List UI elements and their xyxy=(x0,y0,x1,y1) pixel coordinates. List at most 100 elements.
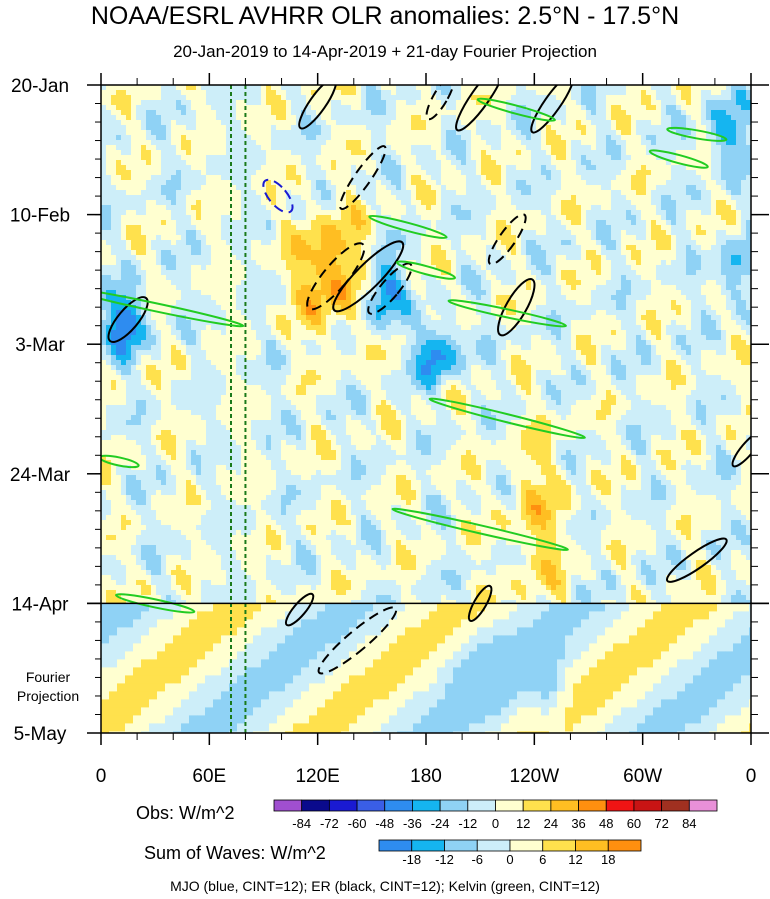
field-cell xyxy=(251,120,257,126)
field-cell xyxy=(616,120,622,126)
field-cell xyxy=(371,210,377,216)
chart-subtitle: 20-Jan-2019 to 14-Apr-2019 + 21-day Four… xyxy=(173,42,597,61)
field-cell xyxy=(466,180,472,186)
field-cell xyxy=(611,230,617,236)
field-cell xyxy=(656,95,662,101)
field-cell xyxy=(166,90,172,96)
field-cell xyxy=(296,245,302,251)
field-cell xyxy=(641,255,647,261)
field-cell xyxy=(101,110,107,116)
field-cell xyxy=(146,160,152,166)
field-cell xyxy=(356,190,362,196)
field-cell xyxy=(331,210,337,216)
field-cell xyxy=(306,210,312,216)
field-cell xyxy=(151,140,157,146)
field-cell xyxy=(726,165,732,171)
field-cell xyxy=(281,260,287,266)
field-cell xyxy=(516,110,522,116)
field-cell xyxy=(251,180,257,186)
field-cell xyxy=(276,275,282,281)
field-cell xyxy=(466,140,472,146)
field-cell xyxy=(466,205,472,211)
field-cell xyxy=(226,265,232,271)
field-cell xyxy=(661,170,667,176)
field-cell xyxy=(241,200,247,206)
field-cell xyxy=(591,240,597,246)
field-cell xyxy=(671,85,677,91)
field-cell xyxy=(276,255,282,261)
field-cell xyxy=(746,100,751,106)
field-cell xyxy=(701,105,707,111)
field-cell xyxy=(101,260,107,266)
field-cell xyxy=(361,120,367,126)
field-cell xyxy=(411,225,417,231)
field-cell xyxy=(331,95,337,101)
field-cell xyxy=(266,235,272,241)
field-cell xyxy=(701,115,707,121)
field-cell xyxy=(406,110,412,116)
field-cell xyxy=(441,130,447,136)
field-cell xyxy=(471,105,477,111)
field-cell xyxy=(611,265,617,271)
field-cell xyxy=(411,255,417,261)
field-cell xyxy=(391,110,397,116)
field-cell xyxy=(156,145,162,151)
field-cell xyxy=(486,190,492,196)
field-cell xyxy=(221,105,227,111)
field-cell xyxy=(631,195,637,201)
field-cell xyxy=(566,265,572,271)
field-cell xyxy=(171,110,177,116)
field-cell xyxy=(151,215,157,221)
field-cell xyxy=(466,150,472,156)
field-cell xyxy=(536,150,542,156)
field-cell xyxy=(736,235,742,241)
field-cell xyxy=(196,95,202,101)
field-cell xyxy=(546,110,552,116)
field-cell xyxy=(166,245,172,251)
field-cell xyxy=(561,115,567,121)
field-cell xyxy=(306,235,312,241)
field-cell xyxy=(166,110,172,116)
field-cell xyxy=(221,175,227,181)
field-cell xyxy=(201,260,207,266)
field-cell xyxy=(626,220,632,226)
field-cell xyxy=(211,245,217,251)
field-cell xyxy=(681,90,687,96)
field-cell xyxy=(166,180,172,186)
field-cell xyxy=(376,100,382,106)
field-cell xyxy=(451,155,457,161)
field-cell xyxy=(266,245,272,251)
field-cell xyxy=(151,100,157,106)
field-cell xyxy=(406,100,412,106)
field-cell xyxy=(576,105,582,111)
field-cell xyxy=(691,130,697,136)
field-cell xyxy=(651,255,657,261)
field-cell xyxy=(571,185,577,191)
field-cell xyxy=(231,270,237,276)
field-cell xyxy=(221,255,227,261)
field-cell xyxy=(741,235,747,241)
field-cell xyxy=(461,150,467,156)
field-cell xyxy=(186,130,192,136)
field-cell xyxy=(201,85,207,91)
field-cell xyxy=(326,115,332,121)
field-cell xyxy=(431,270,437,276)
field-cell xyxy=(691,255,697,261)
field-cell xyxy=(521,265,527,271)
field-cell xyxy=(651,205,657,211)
field-cell xyxy=(266,175,272,181)
field-cell xyxy=(471,250,477,256)
field-cell xyxy=(676,210,682,216)
field-cell xyxy=(216,225,222,231)
field-cell xyxy=(576,185,582,191)
field-cell xyxy=(476,185,482,191)
field-cell xyxy=(531,270,537,276)
field-cell xyxy=(641,130,647,136)
field-cell xyxy=(331,100,337,106)
field-cell xyxy=(156,150,162,156)
field-cell xyxy=(276,85,282,91)
field-cell xyxy=(601,265,607,271)
field-cell xyxy=(126,105,132,111)
field-cell xyxy=(136,235,142,241)
field-cell xyxy=(701,205,707,211)
